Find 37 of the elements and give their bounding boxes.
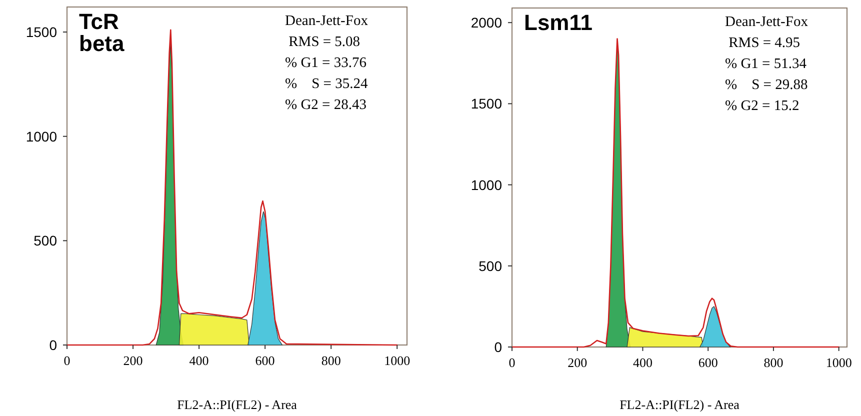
y-tick-label: 0 — [49, 337, 58, 353]
y-tick-label: 2000 — [470, 14, 502, 31]
x-tick-label: 400 — [189, 353, 209, 368]
annotation: % G1 = 51.34 — [725, 56, 808, 72]
x-axis-title: FL2-A::PI(FL2) - Area — [177, 397, 298, 412]
annotation: RMS = 5.08 — [285, 34, 360, 50]
x-axis-title: FL2-A::PI(FL2) - Area — [620, 397, 740, 412]
x-tick-label: 800 — [764, 355, 784, 370]
y-tick-label: 1000 — [26, 128, 58, 144]
x-tick-label: 200 — [123, 353, 143, 368]
y-tick-label: 0 — [494, 339, 502, 355]
x-tick-label: 1000 — [384, 353, 410, 368]
annotation: % S = 29.88 — [725, 77, 808, 93]
line-series — [511, 38, 840, 348]
x-tick-label: 400 — [632, 355, 652, 370]
x-tick-label: 200 — [568, 355, 588, 370]
annotation: % S = 35.24 — [285, 76, 368, 92]
annotation: % G2 = 28.43 — [285, 97, 366, 113]
annotation: RMS = 4.95 — [725, 35, 800, 51]
line-series — [66, 29, 398, 346]
y-tick-label: 500 — [478, 258, 502, 274]
x-tick-label: 0 — [64, 353, 70, 368]
y-tick-label: 1500 — [470, 96, 502, 112]
y-tick-label: 1500 — [26, 24, 58, 40]
annotation: Dean-Jett-Fox — [285, 13, 369, 29]
annotation: % G1 = 33.76 — [285, 55, 366, 71]
y-tick-label: 1000 — [470, 176, 502, 193]
x-tick-label: 0 — [508, 355, 516, 370]
chart-title: Lsm11 — [524, 10, 592, 35]
annotation: % G2 = 15.2 — [725, 98, 800, 114]
text: TcR beta — [79, 9, 125, 56]
x-tick-label: 800 — [321, 353, 341, 368]
x-tick-label: 600 — [255, 353, 275, 368]
y-tick-label: 500 — [34, 232, 58, 249]
x-tick-label: 1000 — [826, 355, 852, 370]
x-tick-label: 600 — [698, 355, 718, 370]
annotation: Dean-Jett-Fox — [725, 14, 809, 30]
